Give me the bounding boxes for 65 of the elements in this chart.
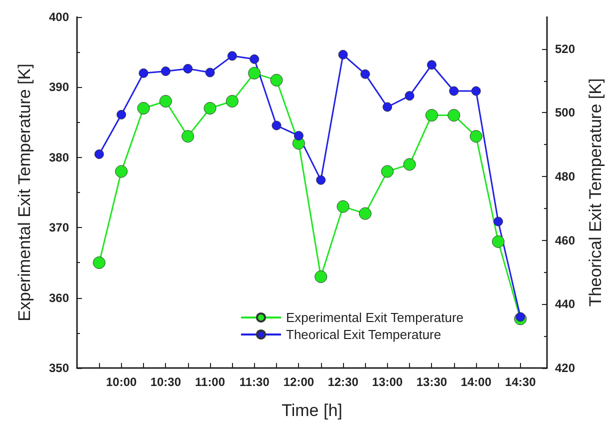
point	[160, 66, 170, 76]
point	[471, 86, 481, 96]
point	[470, 130, 482, 143]
y-tick-label: 370	[48, 220, 70, 235]
point	[205, 68, 215, 78]
point	[116, 110, 126, 120]
y2-tick-label: 480	[555, 170, 576, 184]
x-tick-label: 14:30	[505, 375, 536, 389]
point	[382, 102, 392, 112]
x-tick-label: 12:00	[283, 375, 314, 389]
point	[204, 102, 216, 115]
y-tick-label: 350	[48, 361, 70, 375]
legend-label: Experimental Exit Temperature	[286, 310, 464, 325]
point	[336, 200, 350, 213]
point	[381, 165, 394, 178]
x-tick-label: 13:00	[372, 375, 404, 389]
y-tick-label: 390	[48, 80, 70, 94]
point	[358, 207, 372, 220]
point	[493, 216, 503, 226]
legend-label: Theorical Exit Temperature	[286, 327, 442, 342]
point	[272, 120, 282, 130]
x-tick-label: 11:00	[195, 375, 226, 389]
point	[338, 50, 348, 60]
point	[182, 130, 194, 143]
y-tick-label: 400	[48, 10, 70, 24]
y2-tick-label: 520	[555, 42, 576, 56]
point	[426, 60, 436, 70]
point	[448, 109, 460, 122]
y2-axis-title: Theorical Exit Temperature [K]	[586, 78, 605, 307]
point	[449, 86, 459, 96]
y2-tick-label: 500	[555, 106, 576, 120]
x-tick-label: 10:30	[150, 375, 182, 389]
point	[360, 69, 370, 79]
y-tick-label: 360	[48, 290, 70, 305]
point	[137, 102, 150, 115]
x-tick-label: 11:30	[239, 375, 270, 389]
point	[403, 158, 416, 171]
point	[492, 235, 504, 248]
point	[404, 91, 414, 101]
y2-tick-label: 440	[555, 297, 576, 312]
x-tick-label: 12:30	[328, 375, 359, 389]
point	[316, 175, 326, 185]
point	[294, 130, 304, 140]
y-axis-title: Experimental Exit Temperature [K]	[15, 64, 34, 322]
point	[94, 149, 104, 159]
point	[250, 54, 260, 64]
x-tick-label: 14:00	[460, 375, 492, 389]
x-tick-label: 13:30	[416, 375, 448, 389]
point	[183, 64, 193, 74]
y2-tick-label: 420	[555, 361, 576, 375]
point	[159, 94, 172, 108]
point	[115, 165, 128, 178]
y-tick-label: 380	[48, 150, 70, 164]
point	[227, 51, 237, 61]
y2-tick-label: 460	[555, 233, 576, 248]
point	[270, 74, 283, 86]
point	[226, 94, 238, 108]
point	[138, 68, 148, 78]
point	[248, 66, 261, 80]
point	[92, 256, 106, 269]
point	[425, 109, 438, 122]
x-tick-label: 10:00	[106, 375, 138, 389]
point	[516, 312, 526, 322]
x-axis-title: Time [h]	[282, 401, 342, 420]
point	[314, 270, 328, 283]
